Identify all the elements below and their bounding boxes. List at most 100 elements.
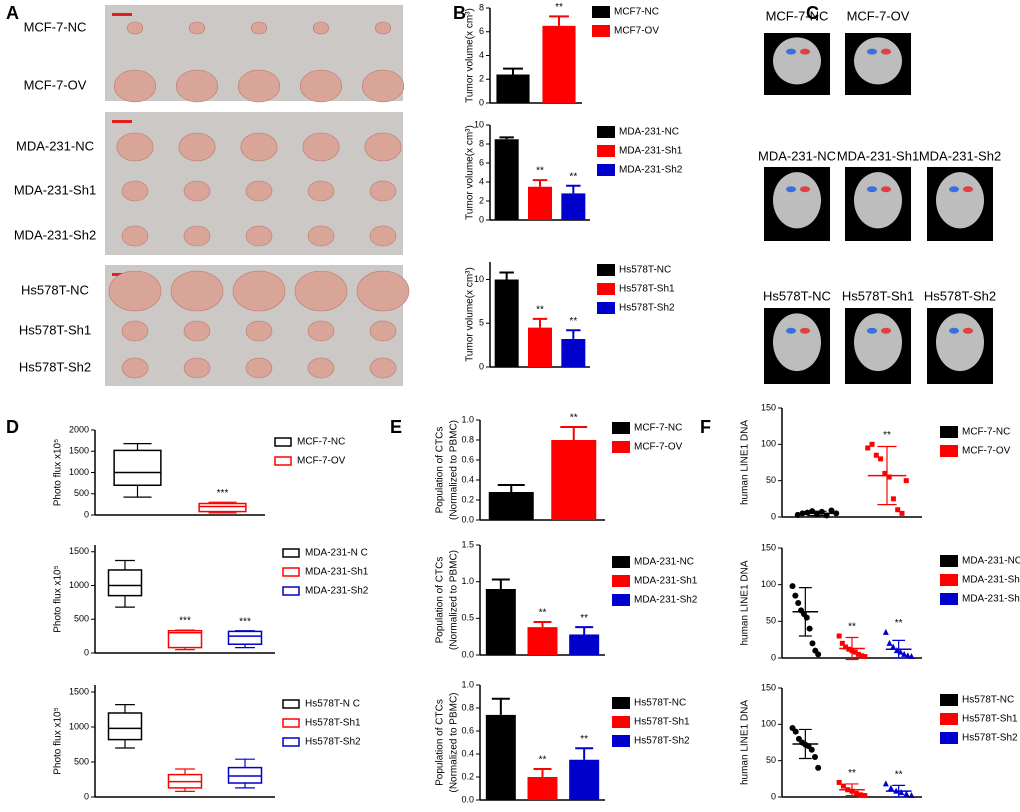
y-tick-label: 1000 <box>69 580 89 590</box>
legend-label: MCF-7-NC <box>297 437 345 448</box>
bar <box>485 589 516 655</box>
signal <box>949 186 959 193</box>
row-label: MDA-231-Sh1 <box>14 182 96 197</box>
mouse-body <box>936 172 984 229</box>
mouse-body <box>773 313 821 372</box>
y-axis-label: (Normalized to PBMC) <box>449 692 460 792</box>
legend-swatch <box>597 264 615 276</box>
significance: ** <box>536 166 544 177</box>
sd-bar <box>845 636 859 661</box>
point <box>815 651 822 658</box>
row-label: Hs578T-NC <box>21 282 89 297</box>
scale-bar <box>112 13 132 16</box>
y-tick-label: 0.4 <box>461 474 474 484</box>
legend-swatch <box>592 25 610 37</box>
y-tick-label: 2 <box>479 195 484 205</box>
point <box>908 653 915 660</box>
tumor <box>299 69 343 103</box>
y-tick-label: 1.0 <box>461 576 474 586</box>
y-axis-label: Population of CTCs <box>435 427 446 514</box>
point <box>862 654 868 660</box>
tumor <box>312 21 330 35</box>
tumor <box>121 225 149 247</box>
panel-letter: F <box>700 417 711 437</box>
y-axis-label: Tumor volume(x cm³) <box>465 267 476 362</box>
image-label: MDA-231-Sh2 <box>919 148 1001 163</box>
y-tick-label: 10 <box>474 274 484 284</box>
y-tick-label: 8 <box>479 138 484 148</box>
legend-swatch <box>940 574 958 586</box>
sd-bar <box>877 445 897 506</box>
y-tick-label: 1.0 <box>461 414 474 424</box>
point <box>882 628 889 635</box>
point <box>855 651 861 657</box>
y-tick-label: 150 <box>761 682 776 692</box>
legend-label: MDA-231-NC <box>619 127 679 138</box>
significance: ** <box>539 608 547 619</box>
legend-swatch <box>612 697 630 709</box>
error-bar <box>560 426 588 440</box>
error-bar <box>566 184 581 194</box>
legend-label: Hs578T-Sh2 <box>305 737 361 748</box>
y-axis-label: Population of CTCs <box>435 699 446 786</box>
y-tick-label: 4 <box>479 176 484 186</box>
legend-label: Hs578T-Sh1 <box>305 718 361 729</box>
point <box>836 633 842 639</box>
tumor <box>302 132 340 162</box>
y-tick-label: 1500 <box>69 686 89 696</box>
legend-label: MDA-231-Sh2 <box>962 594 1020 605</box>
y-tick-label: 1000 <box>69 721 89 731</box>
point <box>792 592 799 599</box>
sd-bar <box>892 639 906 659</box>
legend-label: Hs578T-NC <box>619 265 671 276</box>
image-label: Hs578T-Sh2 <box>924 288 996 303</box>
bar <box>528 186 552 220</box>
y-tick-label: 4 <box>479 50 484 60</box>
bar <box>551 440 597 520</box>
y-tick-label: 1.0 <box>461 679 474 689</box>
y-tick-label: 50 <box>766 755 776 765</box>
mouse-body <box>773 172 821 229</box>
point <box>815 764 822 771</box>
point <box>908 792 915 799</box>
legend-label: MDA-231-Sh1 <box>305 567 369 578</box>
legend-swatch <box>612 556 630 568</box>
point <box>789 583 796 590</box>
y-tick-label: 0.5 <box>461 613 474 623</box>
tumor <box>121 357 149 379</box>
point <box>852 649 858 655</box>
point <box>840 783 846 789</box>
row-label: MCF-7-OV <box>24 77 87 92</box>
legend-swatch <box>612 735 630 747</box>
y-tick-label: 0.4 <box>461 748 474 758</box>
point <box>898 789 905 796</box>
legend-swatch <box>282 548 300 558</box>
error-bar <box>499 271 514 280</box>
signal <box>786 327 796 334</box>
tumor <box>170 270 224 312</box>
y-tick-label: 1500 <box>69 546 89 556</box>
y-tick-label: 10 <box>474 119 484 129</box>
panel-letter: A <box>6 3 19 23</box>
legend-label: MCF7-NC <box>614 7 659 18</box>
signal <box>800 186 810 193</box>
point <box>899 510 905 516</box>
point <box>895 507 901 513</box>
legend-label: Hs578T-Sh2 <box>619 303 675 314</box>
point <box>886 474 892 480</box>
y-tick-label: 1500 <box>69 446 89 456</box>
significance: ** <box>570 413 578 424</box>
tumor <box>245 320 273 342</box>
point <box>862 793 868 799</box>
error-bar <box>503 67 523 75</box>
tumor <box>126 21 144 35</box>
tumor <box>183 357 211 379</box>
signal <box>800 48 810 55</box>
legend-swatch <box>282 718 300 728</box>
error-bar <box>532 317 548 328</box>
tumor <box>250 21 268 35</box>
tumor <box>188 21 206 35</box>
y-tick-label: 0 <box>84 509 89 519</box>
legend-label: Hs578T-NC <box>634 698 686 709</box>
